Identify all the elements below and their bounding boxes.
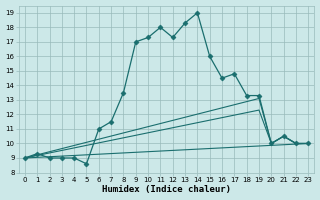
X-axis label: Humidex (Indice chaleur): Humidex (Indice chaleur) [102,185,231,194]
